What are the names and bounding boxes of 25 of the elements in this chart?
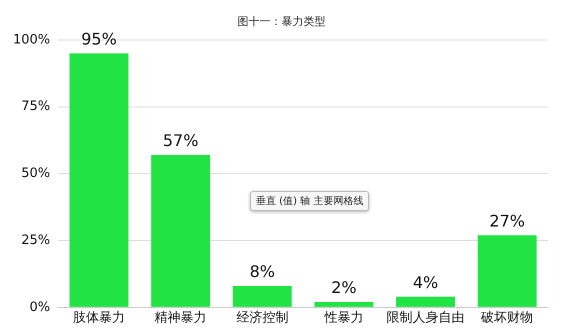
data-label: 27% [489, 211, 525, 230]
y-tick-label: 75% [21, 99, 50, 114]
bar [232, 286, 292, 307]
bar [151, 154, 210, 307]
y-tick-label: 50% [21, 166, 50, 182]
data-label: 57% [162, 131, 198, 150]
x-tick-label: 性暴力 [323, 310, 364, 326]
x-tick-label: 限制人身自由 [386, 310, 465, 326]
x-tick-label: 经济控制 [236, 310, 288, 326]
y-tick-label: 25% [21, 232, 50, 248]
y-tick-label: 100% [12, 32, 50, 48]
data-label: 2% [331, 278, 357, 298]
data-label: 95% [81, 30, 117, 49]
chart-title: 图十一：暴力类型 [236, 14, 326, 29]
bar [478, 235, 537, 307]
bar [70, 53, 128, 307]
data-label: 4% [412, 272, 438, 292]
annotation: 垂直 (值) 轴 主要网格线 [250, 191, 370, 211]
x-tick-label: 破坏财物 [480, 310, 534, 326]
data-label: 8% [250, 262, 275, 282]
x-tick-label: 肢体暴力 [72, 310, 125, 326]
bar [396, 296, 455, 307]
x-tick-label: 精神暴力 [154, 310, 207, 326]
bar [314, 302, 374, 307]
y-tick-label: 0% [30, 300, 50, 315]
